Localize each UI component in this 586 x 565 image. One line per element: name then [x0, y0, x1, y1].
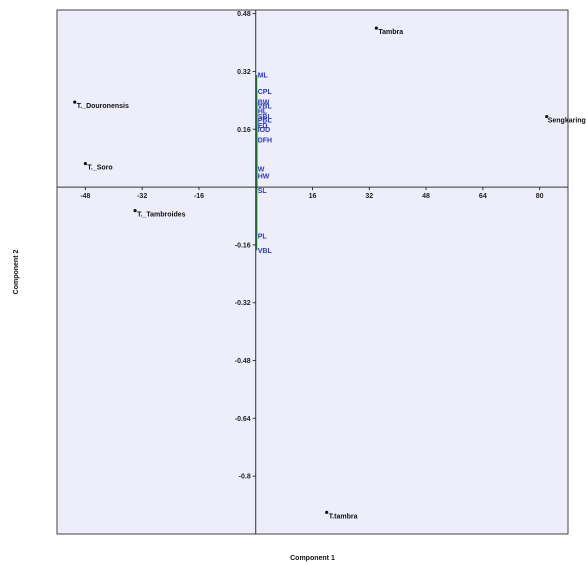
point-label: Tambra	[378, 29, 403, 36]
y-tick-label: -0.8	[239, 474, 251, 481]
x-tick-label: -48	[80, 193, 90, 200]
loading-label: ED	[258, 123, 268, 130]
point-label: T._Douronensis	[77, 103, 129, 110]
point-label: T._Tambroides	[137, 212, 186, 219]
loading-label: W	[258, 167, 265, 174]
y-axis-ticks: 0.48 0.32 0.16 -0.16 -0.32 -0.48 -0.64 -0.8	[235, 11, 256, 481]
score-points: Tambra Sengkaring T._Douronensis T._Soro T._…	[73, 26, 586, 520]
score-point	[374, 26, 378, 30]
loading-label: IOD	[258, 127, 270, 134]
y-tick-label: 0.32	[237, 69, 251, 76]
x-tick-label: 48	[422, 193, 430, 200]
y-tick-label: -0.64	[235, 416, 251, 423]
y-tick-label: -0.48	[235, 358, 251, 365]
score-point	[545, 115, 549, 119]
score-point	[73, 100, 77, 104]
x-tick-label: -32	[137, 193, 147, 200]
x-tick-label: 80	[536, 193, 544, 200]
x-axis-ticks: -48 -32 -16 16 32 48 64 80	[80, 187, 544, 200]
y-axis-title: Component 2	[13, 250, 20, 295]
x-axis-title: Component 1	[290, 555, 335, 562]
x-tick-label: 16	[309, 193, 317, 200]
loading-label: BW	[258, 100, 270, 107]
point-label: T.tambra	[329, 513, 358, 520]
loading-label: PBL	[258, 118, 273, 125]
y-tick-label: -0.32	[235, 300, 251, 307]
score-point	[83, 161, 87, 166]
x-tick-label: 32	[365, 193, 373, 200]
score-point	[325, 510, 329, 514]
loading-label: SBL	[258, 114, 273, 121]
loading-label: HL	[258, 109, 268, 116]
loading-label: SL	[258, 188, 268, 195]
loading-label: VBL	[258, 103, 273, 110]
point-label: T._Soro	[87, 165, 112, 172]
loading-label: HW	[258, 174, 270, 181]
loading-label: DFH	[258, 138, 272, 145]
loading-label: CPL	[258, 89, 273, 96]
y-tick-label: 0.48	[237, 11, 251, 18]
loading-label: ML	[258, 73, 269, 80]
score-point	[133, 208, 137, 213]
loading-label: VBL	[258, 248, 273, 255]
y-tick-label: -0.16	[235, 242, 251, 249]
plot-area	[56, 9, 569, 535]
y-tick-label: 0.16	[237, 127, 251, 134]
x-tick-label: 64	[479, 193, 487, 200]
point-label: Sengkaring	[548, 118, 586, 125]
x-tick-label: -16	[194, 193, 204, 200]
loading-label: PL	[258, 233, 268, 240]
